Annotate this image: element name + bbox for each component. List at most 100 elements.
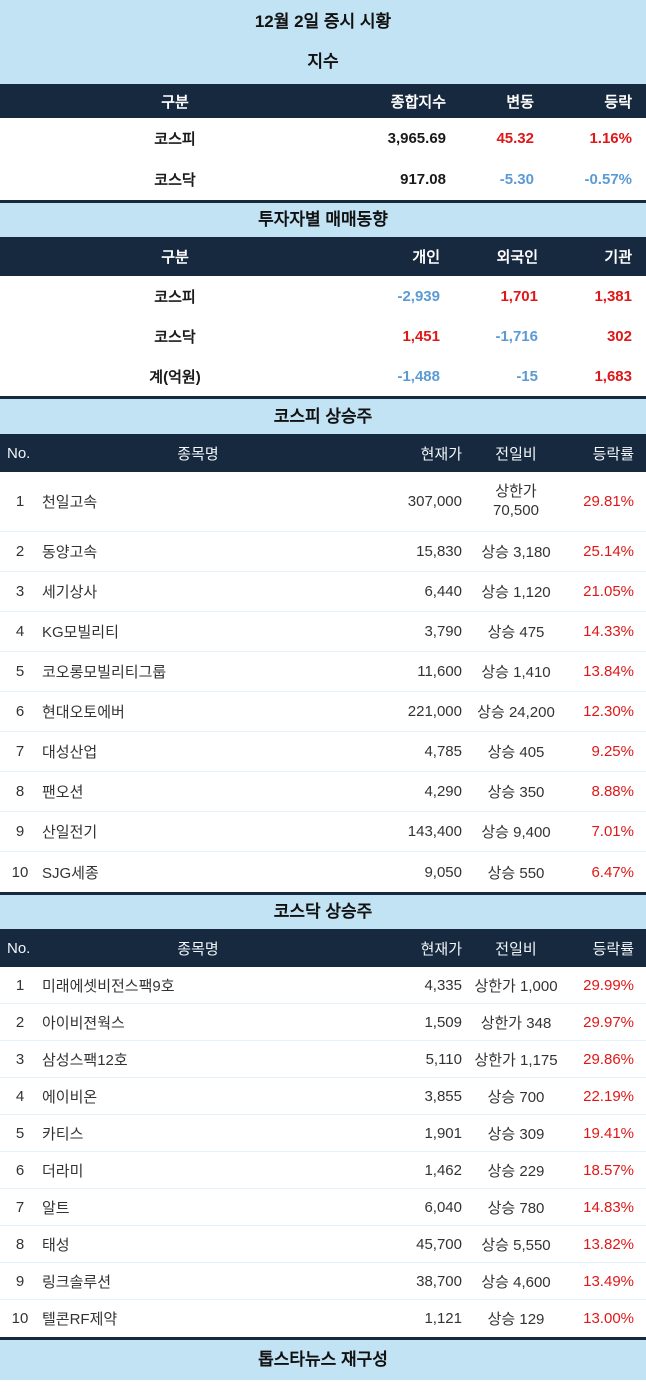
stock-rate-cell: 29.99% [583, 976, 634, 994]
col-header-price: 현재가 [420, 445, 462, 463]
stock-name-cell: 코오롱모빌리티그룹 [42, 664, 167, 681]
col-header-stock-name: 종목명 [177, 445, 219, 463]
col-header-category: 구분 [161, 249, 189, 266]
stock-day-change-cell: 상승 405 [487, 744, 545, 761]
stock-no-cell: 10 [11, 863, 29, 881]
investor-row: 코스닥 1,451 -1,716 302 [0, 316, 646, 356]
index-change-cell: -5.30 [499, 171, 534, 188]
stock-rate-cell: 13.49% [583, 1272, 634, 1290]
stock-day-change-cell: 상승 350 [487, 784, 545, 801]
index-table-header: 구분 종합지수 변동 등락 [0, 84, 646, 118]
stock-name-cell: 텔콘RF제약 [42, 1311, 118, 1328]
institution-net-cell: 1,683 [594, 367, 632, 385]
stock-row: 4 KG모빌리티 3,790 상승 475 14.33% [0, 612, 646, 652]
col-header-no: No. [7, 444, 31, 462]
stock-day-change-cell: 상승 1,120 [481, 584, 551, 601]
stock-name-cell: 아이비젼웍스 [42, 1014, 125, 1032]
stock-name-cell: 링크솔루션 [42, 1273, 112, 1291]
index-value-cell: 3,965.69 [387, 130, 446, 147]
stock-row: 3 삼성스팩12호 5,110 상한가 1,175 29.86% [0, 1041, 646, 1078]
stock-price-cell: 6,440 [424, 583, 462, 600]
stock-no-cell: 9 [15, 823, 25, 840]
stock-day-change-line: 상한가 [495, 482, 537, 500]
stock-rate-cell: 9.25% [591, 743, 634, 760]
investor-table-header: 구분 개인 외국인 기관 [0, 237, 646, 276]
investor-category-cell: 계(억원) [149, 368, 201, 386]
stock-price-cell: 3,855 [424, 1087, 462, 1105]
stock-name-cell: 미래에셋비전스팩9호 [42, 977, 175, 995]
stock-name-cell: 에이비온 [42, 1088, 98, 1106]
investor-table-body: 코스피 -2,939 1,701 1,381 코스닥 1,451 -1,716 302 계(억원… [0, 276, 646, 396]
stock-day-change-cell: 상한가 1,175 [474, 1051, 558, 1069]
stock-rate-cell: 8.88% [591, 783, 634, 800]
foreign-net-cell: -1,716 [495, 327, 538, 345]
stock-row: 9 링크솔루션 38,700 상승 4,600 13.49% [0, 1263, 646, 1300]
col-header-day-change: 전일비 [495, 445, 537, 463]
stock-no-cell: 1 [15, 493, 25, 510]
index-row: 코스닥 917.08 -5.30 -0.57% [0, 159, 646, 200]
stock-day-change-cell: 상승 1,410 [481, 664, 551, 681]
stock-no-cell: 7 [15, 743, 25, 760]
stock-rate-cell: 7.01% [591, 823, 634, 840]
stock-no-cell: 8 [15, 1235, 25, 1253]
col-header-institution: 기관 [604, 249, 632, 266]
stock-name-cell: 더라미 [42, 1162, 84, 1180]
stock-no-cell: 8 [15, 783, 25, 800]
stock-no-cell: 1 [15, 976, 25, 994]
index-rate-cell: -0.57% [584, 171, 632, 188]
stock-day-change-cell: 상승 4,600 [481, 1273, 551, 1291]
stock-rate-cell: 6.47% [591, 863, 634, 881]
stock-no-cell: 3 [15, 1050, 25, 1068]
stock-price-cell: 221,000 [407, 703, 462, 720]
stock-name-cell: 삼성스팩12호 [42, 1051, 128, 1069]
stock-no-cell: 5 [15, 663, 25, 680]
report-title: 12월 2일 증시 시황 [0, 0, 646, 42]
stock-rate-cell: 12.30% [583, 703, 634, 720]
kosdaq-table-body: 1 미래에셋비전스팩9호 4,335 상한가 1,000 29.99% 2 아이비젼웍스 1,… [0, 967, 646, 1337]
stock-day-change-cell: 상승 5,550 [481, 1236, 551, 1254]
stock-price-cell: 307,000 [407, 493, 462, 510]
stock-row: 7 알트 6,040 상승 780 14.83% [0, 1189, 646, 1226]
stock-name-cell: 현대오토에버 [42, 704, 125, 721]
col-header-change-rate: 등락률 [592, 445, 634, 463]
stock-price-cell: 3,790 [424, 623, 462, 640]
stock-name-cell: 세기상사 [42, 584, 98, 601]
stock-rate-cell: 19.41% [583, 1124, 634, 1142]
stock-price-cell: 4,785 [424, 743, 462, 760]
stock-day-change-cell: 상승 229 [487, 1162, 545, 1180]
kospi-table-header: No. 종목명 현재가 전일비 등락률 [0, 434, 646, 472]
institution-net-cell: 302 [606, 327, 632, 345]
stock-row: 9 산일전기 143,400 상승 9,400 7.01% [0, 812, 646, 852]
stock-day-change-cell: 상승 475 [487, 624, 545, 641]
stock-price-cell: 1,509 [424, 1013, 462, 1031]
stock-price-cell: 143,400 [407, 823, 462, 840]
stock-rate-cell: 29.86% [583, 1050, 634, 1068]
stock-row: 10 SJG세종 9,050 상승 550 6.47% [0, 852, 646, 892]
stock-rate-cell: 22.19% [583, 1087, 634, 1105]
stock-price-cell: 5,110 [425, 1050, 462, 1068]
stock-row: 3 세기상사 6,440 상승 1,120 21.05% [0, 572, 646, 612]
stock-day-change-cell: 상한가 70,500 [464, 483, 568, 521]
stock-rate-cell: 29.81% [583, 493, 634, 510]
stock-price-cell: 1,901 [424, 1124, 462, 1142]
source-note: 톱스타뉴스 재구성 [0, 1337, 646, 1380]
col-header-day-change: 전일비 [495, 940, 537, 958]
stock-price-cell: 1,121 [424, 1310, 462, 1327]
stock-row: 10 텔콘RF제약 1,121 상승 129 13.00% [0, 1300, 646, 1337]
stock-price-cell: 15,830 [416, 543, 462, 560]
stock-name-cell: 팬오션 [42, 784, 84, 801]
col-header-individual: 개인 [412, 249, 440, 266]
stock-no-cell: 3 [15, 583, 25, 600]
stock-rate-cell: 14.83% [583, 1198, 634, 1216]
foreign-net-cell: 1,701 [500, 287, 538, 305]
stock-no-cell: 7 [15, 1198, 25, 1216]
stock-name-cell: 태성 [42, 1236, 70, 1254]
stock-name-cell: 알트 [42, 1199, 70, 1217]
stock-row: 2 동양고속 15,830 상승 3,180 25.14% [0, 532, 646, 572]
section-title-investor: 투자자별 매매동향 [0, 200, 646, 237]
stock-row: 8 태성 45,700 상승 5,550 13.82% [0, 1226, 646, 1263]
stock-day-change-cell: 상승 24,200 [477, 704, 555, 721]
stock-day-change-cell: 상한가 1,000 [474, 977, 558, 995]
stock-no-cell: 2 [15, 543, 25, 560]
